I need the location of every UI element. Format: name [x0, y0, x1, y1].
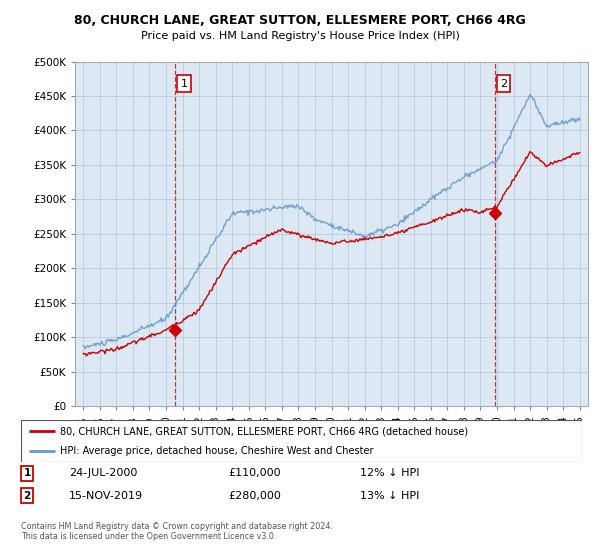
- Text: 80, CHURCH LANE, GREAT SUTTON, ELLESMERE PORT, CH66 4RG: 80, CHURCH LANE, GREAT SUTTON, ELLESMERE…: [74, 14, 526, 27]
- Text: 12% ↓ HPI: 12% ↓ HPI: [360, 468, 419, 478]
- Text: Price paid vs. HM Land Registry's House Price Index (HPI): Price paid vs. HM Land Registry's House …: [140, 31, 460, 41]
- Text: 1: 1: [23, 468, 31, 478]
- Text: 24-JUL-2000: 24-JUL-2000: [69, 468, 137, 478]
- Text: 2: 2: [500, 78, 507, 88]
- Text: 1: 1: [181, 78, 187, 88]
- Text: 2: 2: [23, 491, 31, 501]
- Text: Contains HM Land Registry data © Crown copyright and database right 2024.
This d: Contains HM Land Registry data © Crown c…: [21, 522, 333, 542]
- Text: HPI: Average price, detached house, Cheshire West and Chester: HPI: Average price, detached house, Ches…: [60, 446, 374, 456]
- Text: 15-NOV-2019: 15-NOV-2019: [69, 491, 143, 501]
- Text: £110,000: £110,000: [228, 468, 281, 478]
- Text: £280,000: £280,000: [228, 491, 281, 501]
- Text: 13% ↓ HPI: 13% ↓ HPI: [360, 491, 419, 501]
- Text: 80, CHURCH LANE, GREAT SUTTON, ELLESMERE PORT, CH66 4RG (detached house): 80, CHURCH LANE, GREAT SUTTON, ELLESMERE…: [60, 426, 469, 436]
